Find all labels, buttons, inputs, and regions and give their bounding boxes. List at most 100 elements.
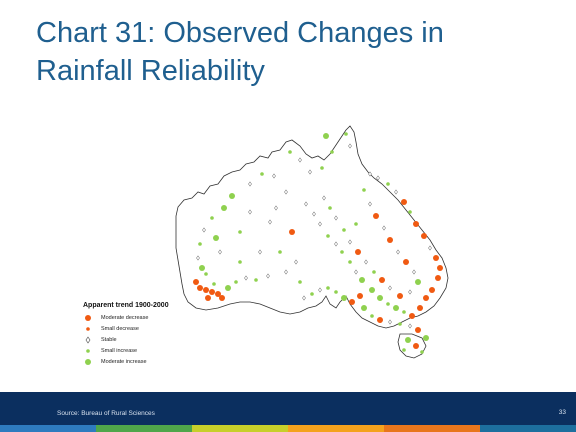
decrease-station-marker: [355, 249, 361, 255]
increase-station-marker: [348, 260, 352, 264]
decrease-station-marker: [415, 327, 421, 333]
decrease-station-marker: [289, 229, 295, 235]
legend-item-small-decrease: Small decrease: [83, 323, 233, 334]
stable-station-marker: [394, 189, 398, 195]
decrease-station-marker: [409, 313, 415, 319]
increase-station-marker: [320, 166, 324, 170]
increase-station-marker: [221, 205, 227, 211]
decrease-station-marker: [403, 259, 409, 265]
stable-station-marker: [348, 143, 352, 149]
increase-station-marker: [330, 150, 334, 154]
decrease-station-marker: [429, 287, 435, 293]
decrease-station-marker: [349, 299, 355, 305]
increase-station-marker: [369, 287, 375, 293]
increase-station-marker: [402, 348, 406, 352]
increase-station-marker: [199, 265, 205, 271]
large-green-dot-icon: [83, 357, 95, 367]
increase-station-marker: [372, 270, 376, 274]
stable-station-marker: [268, 219, 272, 225]
stable-station-marker: [334, 241, 338, 247]
increase-station-marker: [362, 188, 366, 192]
increase-station-marker: [420, 350, 424, 354]
legend-label: Small decrease: [101, 325, 139, 332]
stripe-segment: [0, 425, 96, 432]
stripe-segment: [480, 425, 576, 432]
increase-station-marker: [260, 172, 264, 176]
decrease-station-marker: [435, 275, 441, 281]
legend-item-small-increase: Small increase: [83, 345, 233, 356]
source-note: Source: Bureau of Rural Sciences: [57, 410, 155, 417]
stable-station-marker: [244, 275, 248, 281]
decrease-station-marker: [219, 295, 225, 301]
stable-station-marker: [382, 225, 386, 231]
increase-station-marker: [423, 335, 429, 341]
stable-station-marker: [368, 171, 372, 177]
increase-station-marker: [326, 286, 330, 290]
footer-bar: Source: Bureau of Rural Sciences 33: [0, 392, 576, 425]
legend-item-stable: Stable: [83, 334, 233, 345]
decrease-station-marker: [215, 291, 221, 297]
stable-station-marker: [258, 249, 262, 255]
decrease-station-marker: [423, 295, 429, 301]
decrease-station-marker: [209, 289, 215, 295]
increase-station-marker: [340, 250, 344, 254]
tasmania-coastline: [397, 333, 427, 359]
increase-station-marker: [386, 182, 390, 186]
decrease-station-marker: [377, 317, 383, 323]
increase-station-marker: [402, 310, 406, 314]
stable-station-marker: [202, 227, 206, 233]
decrease-station-marker: [437, 265, 443, 271]
increase-station-marker: [361, 305, 367, 311]
stable-station-marker: [318, 221, 322, 227]
stable-station-marker: [272, 173, 276, 179]
legend-label: Moderate decrease: [101, 314, 149, 321]
legend-label: Moderate increase: [101, 358, 147, 365]
australia-map: [100, 112, 500, 382]
increase-station-marker: [323, 133, 329, 139]
stable-station-marker: [248, 209, 252, 215]
decrease-station-marker: [203, 287, 209, 293]
stable-station-marker: [294, 259, 298, 265]
stable-station-marker: [284, 269, 288, 275]
footer-color-stripe: [0, 425, 576, 432]
stable-station-marker: [218, 249, 222, 255]
increase-station-marker: [310, 292, 314, 296]
increase-station-marker: [354, 222, 358, 226]
stripe-segment: [288, 425, 384, 432]
increase-station-marker: [234, 280, 238, 284]
legend-title: Apparent trend 1900-2000: [83, 302, 169, 309]
stable-station-marker: [298, 157, 302, 163]
increase-station-marker: [198, 242, 202, 246]
increase-station-marker: [398, 322, 402, 326]
increase-station-marker: [359, 277, 365, 283]
decrease-station-marker: [413, 343, 419, 349]
stable-station-marker: [376, 175, 380, 181]
stripe-segment: [96, 425, 192, 432]
decrease-station-marker: [397, 293, 403, 299]
increase-station-marker: [298, 280, 302, 284]
stable-station-marker: [428, 245, 432, 251]
increase-station-marker: [229, 193, 235, 199]
decrease-station-marker: [197, 285, 203, 291]
map-legend: Apparent trend 1900-2000 Moderate decrea…: [83, 302, 233, 367]
decrease-station-marker: [421, 233, 427, 239]
increase-station-marker: [334, 290, 338, 294]
stable-station-marker: [354, 269, 358, 275]
stable-station-marker: [302, 295, 306, 301]
stable-station-marker: [274, 205, 278, 211]
increase-station-marker: [238, 260, 242, 264]
slide-title: Chart 31: Observed Changes in Rainfall R…: [36, 17, 444, 87]
decrease-station-marker: [387, 237, 393, 243]
decrease-station-marker: [417, 305, 423, 311]
stable-station-marker: [408, 323, 412, 329]
increase-station-marker: [213, 235, 219, 241]
increase-station-marker: [225, 285, 231, 291]
increase-station-marker: [288, 150, 292, 154]
stable-station-marker: [334, 215, 338, 221]
stable-station-marker: [412, 269, 416, 275]
increase-station-marker: [254, 278, 258, 282]
stripe-segment: [192, 425, 288, 432]
small-orange-dot-icon: [83, 324, 95, 334]
stable-station-marker: [388, 285, 392, 291]
decrease-station-marker: [379, 277, 385, 283]
